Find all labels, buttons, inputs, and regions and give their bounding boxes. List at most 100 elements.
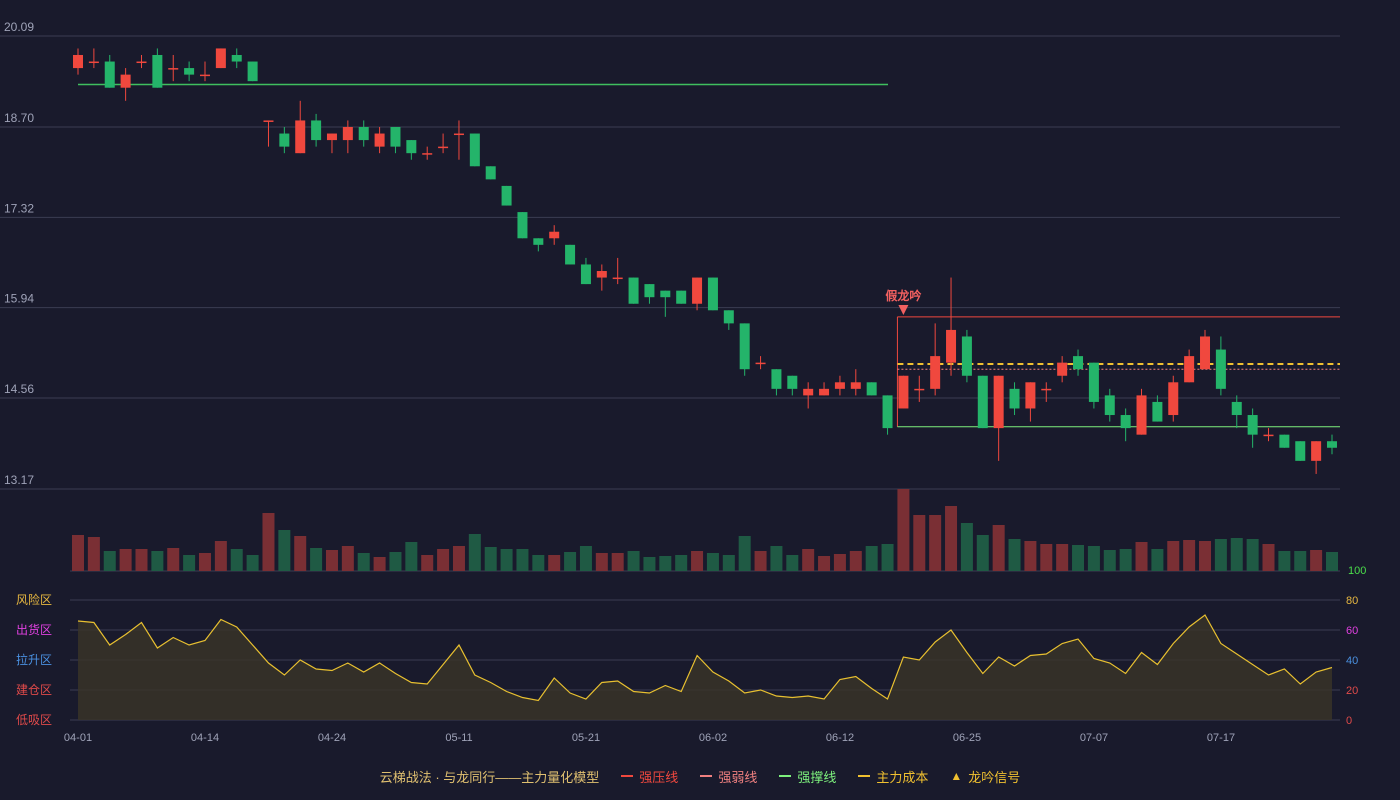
volume-bar xyxy=(341,546,354,571)
candle-body xyxy=(565,244,576,265)
candle-body xyxy=(73,54,83,69)
price-tick-label: 15.94 xyxy=(4,292,34,306)
candle-body xyxy=(311,120,322,141)
candle-body xyxy=(1041,388,1052,391)
x-tick-label: 06-02 xyxy=(699,732,727,744)
candle-body xyxy=(422,153,433,155)
candle-body xyxy=(660,290,671,298)
volume-bar xyxy=(87,537,100,571)
candle-body xyxy=(215,48,226,69)
volume-bar xyxy=(183,555,196,571)
candle-body xyxy=(580,264,591,285)
volume-bar xyxy=(1040,544,1053,571)
candle-body xyxy=(707,277,718,311)
volume-bar xyxy=(103,551,116,571)
osc-zone-label: 建仓区 xyxy=(16,683,52,697)
candle-body xyxy=(1263,434,1274,437)
candle-body xyxy=(1009,388,1020,409)
candle-body xyxy=(612,277,623,280)
legend-weak-line[interactable]: 强弱线 xyxy=(700,767,757,786)
candle-body xyxy=(374,133,385,147)
candle-body xyxy=(342,126,353,141)
candle-body xyxy=(1215,349,1226,389)
candle-body xyxy=(755,362,766,365)
volume-bar xyxy=(167,548,180,571)
candle-body xyxy=(692,277,703,304)
volume-bar xyxy=(1008,539,1021,571)
candle-body xyxy=(152,54,163,88)
volume-bar xyxy=(548,555,561,571)
price-tick-label: 20.09 xyxy=(4,20,34,34)
volume-bar xyxy=(1087,546,1100,571)
x-tick-label: 04-14 xyxy=(191,732,219,744)
candle-body xyxy=(1152,401,1163,422)
volume-bar xyxy=(659,556,672,571)
candle-body xyxy=(961,336,972,376)
candle-body xyxy=(1057,362,1068,376)
volume-bar xyxy=(325,550,338,571)
volume-bar xyxy=(770,546,783,571)
volume-bar xyxy=(960,523,973,571)
legend-weak-swatch xyxy=(700,775,713,777)
candle-body xyxy=(914,388,925,391)
volume-bar xyxy=(897,489,910,571)
candle-body xyxy=(517,212,528,239)
candle-body xyxy=(644,284,655,298)
candle-body xyxy=(406,140,417,154)
x-tick-label: 04-01 xyxy=(64,732,92,744)
osc-zone-label: 风险区 xyxy=(16,592,52,607)
volume-bar xyxy=(1310,550,1323,571)
candle-body xyxy=(104,61,115,88)
volume-bar xyxy=(532,555,545,571)
osc-tick-label: 80 xyxy=(1346,595,1358,607)
legend-pressure-line[interactable]: 强压线 xyxy=(621,767,678,786)
candle-body xyxy=(168,68,179,70)
legend-support-swatch xyxy=(779,775,792,777)
volume-bar xyxy=(135,549,148,571)
volume-bar xyxy=(119,549,132,571)
candle-body xyxy=(533,238,544,245)
candle-body xyxy=(279,133,290,147)
osc-zone-label: 拉升区 xyxy=(16,652,52,667)
x-tick-label: 06-12 xyxy=(826,732,854,744)
volume-bar xyxy=(595,553,608,571)
candle-body xyxy=(1120,415,1131,429)
volume-bar xyxy=(1246,539,1259,571)
volume-bar xyxy=(1262,544,1275,571)
volume-bar xyxy=(786,555,799,571)
candle-body xyxy=(326,133,337,141)
legend-dragon-signal[interactable]: ▲ 龙吟信号 xyxy=(950,769,1021,785)
legend-cost-line[interactable]: 主力成本 xyxy=(858,767,928,786)
x-tick-label: 04-24 xyxy=(318,732,346,744)
candle-body xyxy=(1327,441,1337,448)
legend-support-line[interactable]: 强撑线 xyxy=(779,767,836,786)
volume-bar xyxy=(1151,549,1164,571)
candle-body xyxy=(834,382,845,389)
candle-body xyxy=(1200,336,1211,370)
candle-body xyxy=(390,126,401,147)
volume-bar xyxy=(706,553,719,571)
volume-bar xyxy=(627,551,640,571)
price-tick-label: 13.17 xyxy=(4,473,34,487)
volume-bar xyxy=(643,557,656,571)
osc-tick-label: 0 xyxy=(1346,715,1352,727)
candle-body xyxy=(88,61,99,64)
volume-bar xyxy=(945,506,958,571)
osc-area xyxy=(78,615,1332,720)
candle-body xyxy=(1168,382,1179,416)
osc-tick-label: 20 xyxy=(1346,685,1358,697)
x-tick-label: 07-07 xyxy=(1080,732,1108,744)
candle-body xyxy=(1247,415,1258,435)
x-tick-label: 05-11 xyxy=(445,732,472,744)
candle-body xyxy=(136,61,147,64)
candle-body xyxy=(263,120,274,122)
candle-body xyxy=(1231,401,1242,416)
volume-bar xyxy=(246,555,259,571)
volume-bar xyxy=(1103,550,1116,571)
candle-body xyxy=(866,382,877,396)
volume-bar xyxy=(754,551,767,571)
volume-bar xyxy=(564,552,577,571)
candle-body xyxy=(120,74,131,88)
candle-body xyxy=(295,120,306,154)
stock-chart: 20.09 18.70 17.32 15.94 14.56 13.17 假龙吟 100 80 风险… xyxy=(0,20,1366,744)
